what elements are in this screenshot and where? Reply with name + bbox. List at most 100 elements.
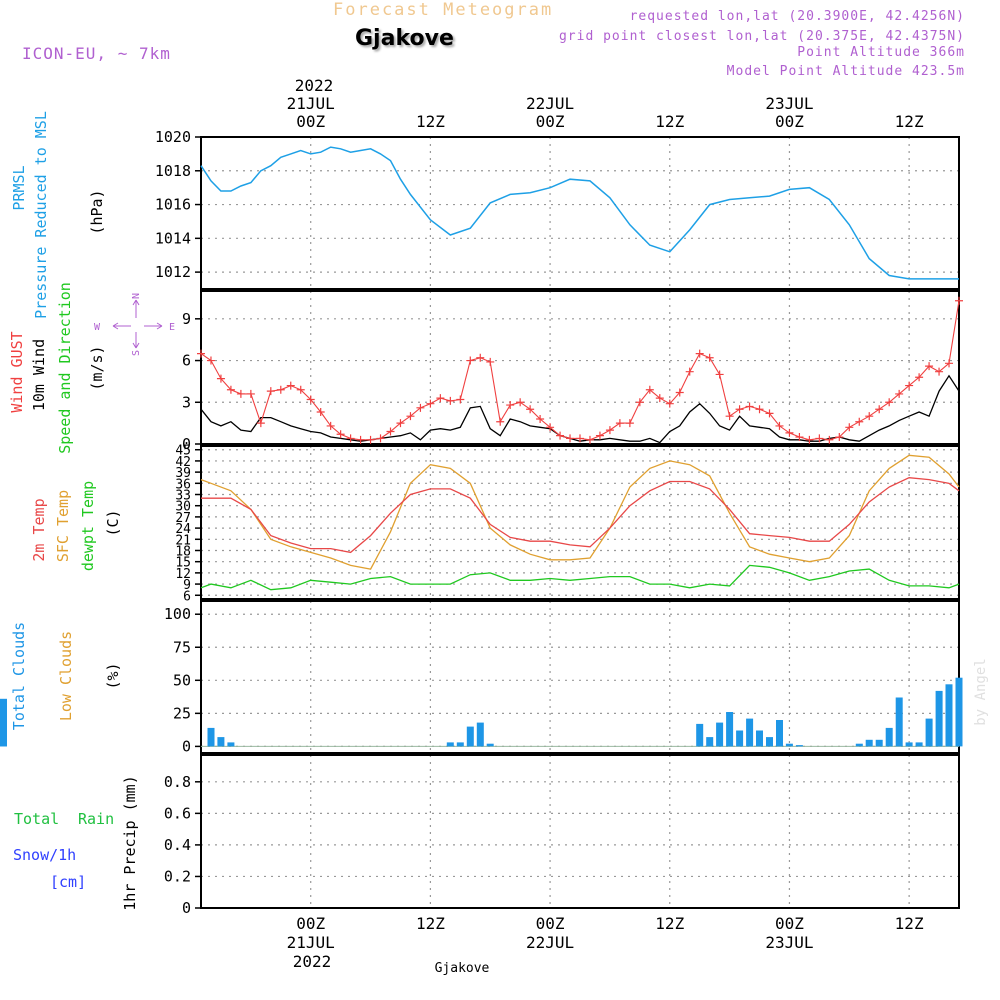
- gust-marker: [595, 431, 604, 440]
- y-tick-label: 0: [182, 435, 191, 453]
- gust-marker: [576, 434, 584, 443]
- y-tick-label: 9: [183, 578, 191, 593]
- ms-unit-label: (m/s): [88, 345, 106, 390]
- gust-marker: [635, 398, 644, 407]
- y-tick-label: 75: [173, 638, 191, 656]
- gust-marker: [406, 412, 415, 421]
- gust-marker: [566, 434, 575, 443]
- y-tick-label: 0.6: [164, 804, 191, 822]
- gust-marker: [675, 388, 684, 397]
- gust-marker: [266, 387, 275, 396]
- dewpt-temp-label: dewpt Temp: [79, 481, 97, 571]
- cloud-bar: [706, 737, 714, 747]
- y-tick-label: 27: [175, 511, 191, 526]
- y-tick-label: 25: [173, 704, 191, 722]
- gust-marker: [426, 399, 435, 408]
- gust-marker: [605, 426, 614, 435]
- cloud-bar: [776, 720, 783, 747]
- cloud-bar: [736, 730, 744, 747]
- gust-marker: [316, 408, 325, 417]
- gust-marker: [815, 434, 824, 443]
- cloud-bar: [466, 726, 474, 747]
- y-tick-label: 24: [175, 522, 191, 537]
- y-tick-label: 100: [164, 605, 191, 623]
- cloud-bar: [0, 708, 7, 747]
- gust-marker: [376, 434, 385, 443]
- gust-marker: [496, 417, 505, 426]
- gust-marker: [665, 399, 674, 408]
- gust-marker: [286, 381, 295, 390]
- gust-marker: [396, 419, 405, 428]
- gust-marker: [685, 367, 694, 376]
- cloud-bar: [905, 742, 913, 747]
- cloud-bar: [855, 743, 863, 747]
- cloud-bar: [945, 684, 953, 747]
- total-rain-label: Total: [14, 810, 59, 828]
- point-altitude-info: Point Altitude 366m: [797, 45, 965, 60]
- wind-gust-line: [200, 300, 960, 441]
- y-tick-label: 1020: [155, 128, 191, 146]
- gust-marker: [865, 412, 874, 421]
- low-clouds-label: Low Clouds: [57, 631, 75, 721]
- y-tick-label: 0: [182, 899, 191, 917]
- dewpt-temp-line: [200, 564, 960, 591]
- cloud-bar: [716, 722, 724, 747]
- gust-marker: [935, 367, 944, 376]
- gust-marker: [955, 296, 963, 305]
- time-tick-top-2: 00Z: [536, 112, 565, 131]
- y-tick-label: 33: [175, 489, 191, 504]
- time-tick-top-1: 12Z: [416, 112, 445, 131]
- cloud-bar: [756, 730, 763, 747]
- gust-marker: [755, 405, 764, 414]
- cloud-bar: [875, 739, 883, 747]
- top-year-label: 2022: [295, 76, 334, 95]
- cloud-bar: [446, 742, 454, 747]
- gust-marker: [835, 433, 844, 442]
- panel-frame-temp: [200, 445, 960, 600]
- chart-title: Forecast Meteogram: [333, 0, 554, 20]
- gust-marker: [476, 353, 485, 362]
- time-tick-bottom-3: 12Z: [655, 914, 684, 933]
- gust-marker: [715, 370, 724, 379]
- y-tick-label: 50: [173, 671, 191, 689]
- y-tick-label: 0.4: [164, 836, 191, 854]
- gust-marker: [296, 385, 305, 394]
- gust-marker: [615, 419, 624, 428]
- time-tick-top-4: 00Z: [775, 112, 804, 131]
- cloud-bar: [217, 737, 225, 747]
- gust-marker: [585, 435, 594, 444]
- y-tick-label: 42: [175, 455, 191, 470]
- cloud-bar: [227, 742, 235, 747]
- gust-marker: [546, 423, 555, 432]
- gust-marker: [645, 385, 654, 394]
- gust-marker: [197, 349, 205, 358]
- gust-marker: [276, 385, 285, 394]
- hpa-unit-label: (hPa): [88, 189, 106, 234]
- date-tick-top-4: 23JUL: [765, 94, 813, 113]
- gust-marker: [905, 381, 914, 390]
- cloud-bar: [207, 727, 215, 747]
- cloud-bar: [696, 723, 704, 747]
- panel-frame-pressure: [200, 136, 960, 290]
- panel-frame-wind: [200, 290, 960, 445]
- y-tick-label: 18: [175, 544, 191, 559]
- gust-marker: [526, 405, 535, 414]
- bottom-year-label: 2022: [293, 952, 332, 971]
- time-tick-top-3: 12Z: [655, 112, 684, 131]
- date-tick-top-0: 21JUL: [287, 94, 335, 113]
- gust-marker: [845, 423, 854, 432]
- sfc-temp-line: [200, 454, 960, 570]
- panel-labels: PRMSL Pressure Reduced to MSL (hPa) Wind…: [8, 76, 989, 976]
- requested-point-info: requested lon,lat (20.3900E, 42.4256N): [629, 9, 965, 24]
- gust-marker: [925, 362, 934, 371]
- wind-speed-direction-label: Speed and Direction: [56, 282, 74, 454]
- cloud-bar: [795, 745, 803, 747]
- gust-marker: [346, 434, 355, 443]
- time-tick-bottom-4: 00Z: [775, 914, 804, 933]
- compass-west: W: [94, 322, 101, 333]
- compass-rose: N S W E: [94, 293, 175, 356]
- panel-frame-clouds: [200, 600, 960, 754]
- y-tick-label: 3: [182, 393, 191, 411]
- cloud-bar: [726, 712, 734, 747]
- y-tick-label: 9: [182, 310, 191, 328]
